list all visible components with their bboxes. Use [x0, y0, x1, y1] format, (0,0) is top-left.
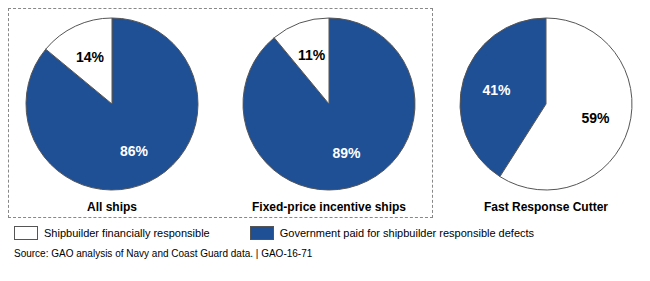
- svg-text:59%: 59%: [582, 110, 611, 126]
- svg-text:89%: 89%: [332, 145, 361, 161]
- svg-text:86%: 86%: [120, 143, 149, 159]
- html-text:Source: GAO analysis of Navy a: Source: GAO analysis of Navy and Coast G…: [14, 248, 313, 259]
- html-text:All ships: All ships: [87, 200, 137, 214]
- html-text:Shipbuilder financially respon: Shipbuilder financially responsible: [44, 227, 210, 239]
- svg-text:14%: 14%: [76, 49, 105, 65]
- html-text:Government paid for shipbuilde: Government paid for shipbuilder responsi…: [279, 227, 535, 239]
- html-text:Fast Response Cutter: Fast Response Cutter: [484, 200, 608, 214]
- svg-text:41%: 41%: [482, 82, 511, 98]
- html-text:Fixed-price incentive ships: Fixed-price incentive ships: [252, 200, 406, 214]
- svg-text:11%: 11%: [298, 47, 326, 63]
